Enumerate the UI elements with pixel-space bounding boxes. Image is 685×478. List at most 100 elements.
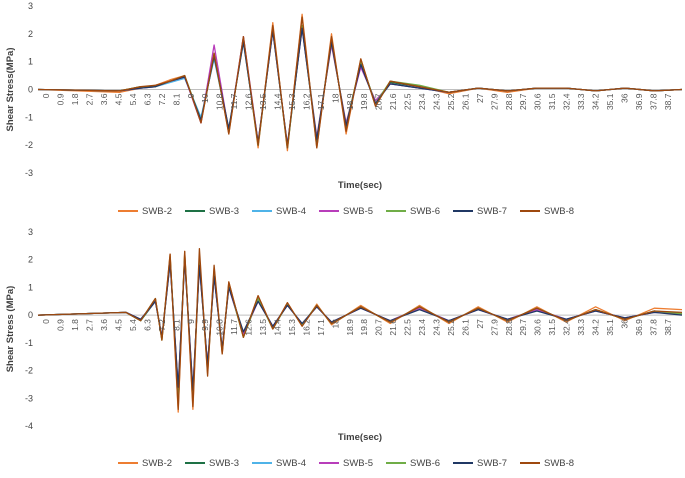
y-tick-label: 1 [28, 57, 33, 67]
y-tick-label: 1 [28, 282, 33, 292]
y-tick-label: 2 [28, 255, 33, 265]
x-tick-label: 2.7 [85, 93, 95, 105]
x-tick-label: 29.7 [518, 319, 528, 336]
x-tick-label: 22.5 [403, 319, 413, 336]
legend-label: SWB-3 [209, 458, 239, 469]
x-tick-label: 6.3 [142, 93, 152, 105]
legend-label: SWB-8 [544, 458, 574, 469]
x-tick-label: 13.5 [258, 319, 268, 336]
x-tick-label: 32.4 [562, 319, 572, 336]
legend: SWB-2 SWB-3 SWB-4 SWB-5 SWB-6 SWB-7 SWB-8 [118, 206, 574, 217]
x-tick-label: 10.8 [215, 93, 225, 110]
x-tick-label: 1.8 [70, 93, 80, 105]
x-tick-label: 13.5 [258, 93, 268, 110]
x-tick-label: 34.2 [591, 93, 601, 110]
x-tick-label: 9.9 [200, 319, 210, 331]
x-tick-label: 32.4 [562, 93, 572, 110]
x-tick-label: 33.3 [576, 93, 586, 110]
x-tick-label: 7.2 [157, 93, 167, 105]
legend-label: SWB-2 [142, 458, 172, 469]
x-tick-label: 7.2 [157, 319, 167, 331]
x-tick-label: 11.7 [229, 319, 239, 335]
x-tick-label: 22.5 [403, 93, 413, 110]
x-tick-label: 27 [475, 93, 485, 103]
x-tick-label: 31.5 [547, 93, 557, 110]
x-tick-label: 4.5 [114, 319, 124, 331]
x-tick-label: 12.6 [244, 93, 254, 110]
series-line-swb-4 [37, 27, 683, 146]
legend-label: SWB-5 [343, 206, 373, 217]
y-tick-label: -4 [25, 421, 33, 431]
legend-label: SWB-5 [343, 458, 373, 469]
x-tick-label: 24.3 [432, 93, 442, 110]
x-tick-label: 18 [330, 319, 340, 329]
x-tick-label: 30.6 [533, 93, 543, 110]
x-tick-label: 31.5 [547, 319, 557, 336]
x-tick-label: 12.6 [244, 319, 254, 336]
y-tick-label: 0 [28, 85, 33, 95]
legend-label: SWB-8 [544, 206, 574, 217]
legend: SWB-2 SWB-3 SWB-4 SWB-5 SWB-6 SWB-7 SWB-8 [118, 458, 574, 469]
x-tick-label: 29.7 [518, 93, 528, 110]
x-tick-label: 30.6 [533, 319, 543, 336]
x-tick-label: 28.8 [504, 319, 514, 336]
x-tick-label: 0.9 [56, 93, 66, 105]
x-tick-label: 14.4 [273, 319, 283, 336]
x-tick-label: 33.3 [576, 319, 586, 336]
x-tick-label: 23.4 [417, 93, 427, 110]
legend-label: SWB-2 [142, 206, 172, 217]
x-tick-label: 16.2 [301, 93, 311, 110]
series-line-swb-2 [37, 13, 683, 152]
x-tick-label: 6.3 [142, 319, 152, 331]
x-tick-label: 25.2 [446, 319, 456, 336]
y-tick-label: -1 [25, 112, 33, 122]
x-tick-label: 20.7 [374, 93, 384, 110]
x-tick-label: 38.7 [663, 319, 673, 336]
x-tick-label: 25.2 [446, 93, 456, 110]
y-tick-label: 3 [28, 1, 33, 11]
x-tick-label: 36 [619, 93, 629, 103]
x-tick-label: 15.3 [287, 319, 297, 336]
x-tick-label: 11.7 [229, 93, 239, 109]
y-tick-label: -1 [25, 338, 33, 348]
x-tick-label: 9 [186, 319, 196, 324]
x-tick-label: 26.1 [460, 93, 470, 110]
x-tick-label: 21.6 [388, 93, 398, 110]
y-tick-label: -2 [25, 140, 33, 150]
x-tick-label: 16.2 [301, 319, 311, 336]
x-tick-label: 27.9 [489, 93, 499, 110]
series-line-swb-5 [37, 27, 683, 146]
x-tick-label: 1.8 [70, 319, 80, 331]
y-axis-title: Shear Stress(MPa) [5, 48, 16, 132]
x-tick-label: 18.9 [345, 319, 355, 336]
x-tick-label: 0 [41, 93, 51, 98]
series-line-swb-6 [37, 24, 683, 149]
legend-label: SWB-7 [477, 458, 507, 469]
y-tick-label: 2 [28, 29, 33, 39]
x-tick-label: 35.1 [605, 93, 615, 110]
x-tick-label: 5.4 [128, 93, 138, 105]
x-tick-label: 19.8 [359, 319, 369, 336]
x-tick-label: 36.9 [634, 93, 644, 110]
legend-label: SWB-6 [410, 458, 440, 469]
x-tick-label: 2.7 [85, 319, 95, 331]
x-tick-label: 15.3 [287, 93, 297, 110]
x-tick-label: 19.8 [359, 93, 369, 110]
x-tick-label: 14.4 [273, 93, 283, 110]
x-tick-label: 10 [200, 93, 210, 103]
legend-label: SWB-4 [276, 458, 306, 469]
legend-label: SWB-3 [209, 206, 239, 217]
x-tick-label: 0 [41, 319, 51, 324]
x-tick-label: 27.9 [489, 319, 499, 336]
x-axis-title: Time(sec) [338, 180, 382, 191]
legend-label: SWB-6 [410, 206, 440, 217]
x-tick-label: 0.9 [56, 319, 66, 331]
x-tick-label: 18 [330, 93, 340, 103]
x-tick-label: 37.8 [648, 319, 658, 336]
x-tick-label: 5.4 [128, 319, 138, 331]
x-tick-label: 3.6 [99, 93, 109, 105]
chart-2: -4 -3 -2 -1 0 1 2 3 0 0.9 1.8 2.7 3.6 4.5 5.4 6.3 7.2 8.1… [5, 227, 683, 469]
y-tick-label: 0 [28, 310, 33, 320]
x-tick-label: 38.7 [663, 93, 673, 110]
